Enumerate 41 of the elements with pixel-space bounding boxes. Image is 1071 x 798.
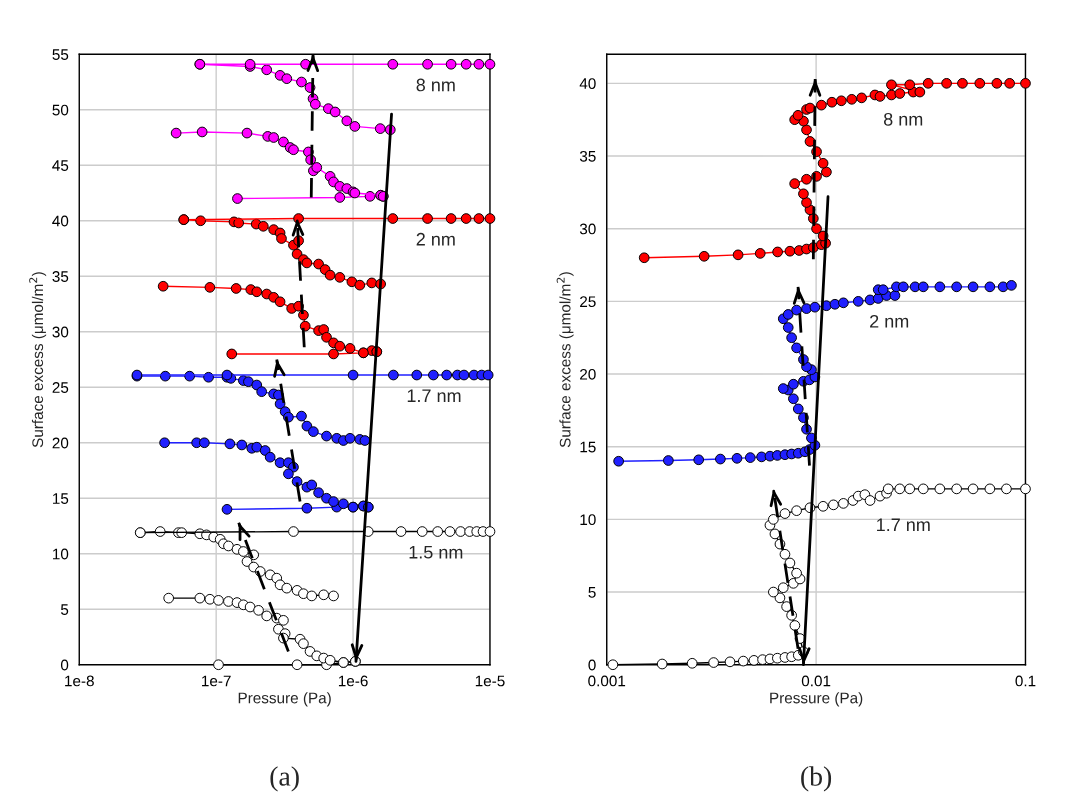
y-tick-label: 15 [580,441,596,453]
x-tick-label: 1e-5 [475,675,505,687]
series-label: 8 nm [883,112,923,126]
y-tick-label: 20 [52,437,69,449]
y-tick-label: 50 [52,104,69,116]
text: (a) [270,766,299,792]
x-axis-title: Pressure (Pa) [770,692,863,707]
y-tick-label: 25 [52,382,69,393]
text: (b) [801,766,832,792]
series-label: 1.5 nm [409,546,463,559]
x-tick-label: 0.1 [1015,675,1036,687]
y-tick-label: 40 [579,78,596,90]
y-tick-label: 5 [588,587,596,598]
y-tick-label: 5 [60,604,69,615]
series-label: 2 nm [416,232,455,246]
y-axis-title: Surface excess (μmol/m$^{2}$) [556,272,574,448]
y-tick-label: 10 [580,514,596,526]
y-tick-label: 40 [52,215,69,227]
y-tick-label: 0 [60,659,69,671]
y-tick-label: 30 [579,223,596,235]
y-tick-label: 45 [52,160,69,171]
y-tick-label: 55 [52,49,69,60]
series-label: 8 nm [416,78,455,92]
y-tick-label: 35 [579,150,596,162]
y-tick-label: 10 [53,548,69,560]
y-axis-title: Surface excess (μmol/m$^{2}$) [29,272,47,448]
series-label: 1.7 nm [877,518,930,532]
y-tick-label: 25 [580,296,596,308]
x-tick-label: 0.01 [801,675,831,687]
x-tick-label: 1e-6 [338,675,368,687]
y-tick-label: 0 [588,659,596,671]
x-axis-title: Pressure (Pa) [238,692,331,707]
x-tick-label: 1e-7 [202,675,231,687]
y-tick-label: 15 [53,493,69,504]
x-tick-label: 0.001 [588,675,626,687]
x-tick-label: 1e-8 [65,675,94,687]
y-tick-label: 20 [580,368,596,380]
series-label: 2 nm [870,314,909,328]
y-tick-label: 30 [52,326,69,338]
y-tick-label: 35 [52,271,69,282]
series-label: 1.7 nm [407,389,461,402]
